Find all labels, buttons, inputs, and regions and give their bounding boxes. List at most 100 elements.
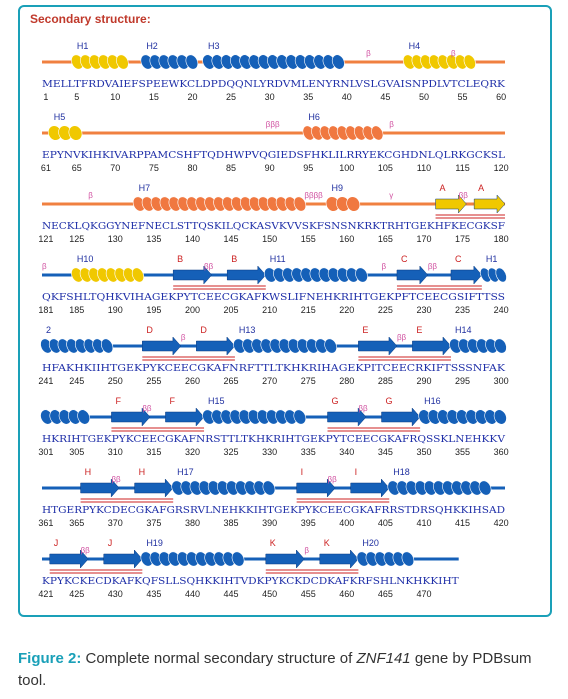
- helix-turn: [401, 551, 415, 567]
- strand-arrow: [396, 265, 429, 285]
- gene-name: ZNF141: [356, 650, 411, 667]
- residue-number: 45: [380, 92, 390, 102]
- strand-label: E: [416, 325, 422, 335]
- helix-turn: [262, 480, 276, 496]
- residue-number: 170: [416, 234, 431, 244]
- sequence-text: QKFSHLTQHKVIHAGEKPYTCEECGKAFKWSLIFNEHKRI…: [42, 292, 505, 303]
- residue-number: 421: [38, 589, 53, 599]
- residue-number: 205: [224, 305, 239, 315]
- residue-number: 105: [378, 163, 393, 173]
- residue-number: 345: [378, 447, 393, 457]
- helix-turn: [324, 338, 337, 354]
- strand-label: D: [200, 325, 207, 335]
- residue-number: 405: [378, 518, 393, 528]
- residue-number: 210: [262, 305, 277, 315]
- residue-number: 181: [38, 305, 53, 315]
- residue-number: 410: [416, 518, 431, 528]
- residue-number: 155: [301, 234, 316, 244]
- residue-number: 370: [108, 518, 123, 528]
- strand-label: G: [332, 396, 339, 406]
- residue-number: 35: [303, 92, 313, 102]
- helix-turn: [116, 54, 129, 70]
- residue-number: 165: [378, 234, 393, 244]
- residue-number: 390: [262, 518, 277, 528]
- residue-number: 225: [378, 305, 393, 315]
- turn-marker: ββ: [142, 404, 152, 413]
- residue-number: 100: [339, 163, 354, 173]
- strand-arrow: [165, 407, 205, 427]
- residue-number: 280: [339, 376, 354, 386]
- residue-number: 250: [108, 376, 123, 386]
- caption-text-after: gene by PDBsum tool.: [18, 650, 532, 689]
- helix-label: H16: [424, 396, 441, 406]
- helix-label: H11: [270, 254, 286, 264]
- strand-label: G: [386, 396, 393, 406]
- residue-number: 10: [110, 92, 120, 102]
- residue-number: 320: [185, 447, 200, 457]
- residue-number: 260: [185, 376, 200, 386]
- residue-number: 115: [455, 163, 469, 173]
- residue-number: 1: [43, 92, 48, 102]
- residue-number: 90: [265, 163, 275, 173]
- strand-arrow: [103, 549, 143, 569]
- secondary-structure-diagram: H1 H2 H3 H4β βMELLTFRDVAIEFSPEEWKCLDPDQQNLYR…: [38, 41, 509, 599]
- strand-label: H: [85, 467, 92, 477]
- strand-label: J: [108, 538, 113, 548]
- turn-marker: βββ: [266, 120, 280, 129]
- residue-number: 200: [185, 305, 200, 315]
- figure-label: Figure 2:: [18, 650, 82, 667]
- structure-row: H10 B B H11 C C H1β ββ β ββQKFSHLTQHKVIHAGEKPYTCE…: [38, 254, 508, 315]
- strand-arrow: [327, 407, 367, 427]
- strand-arrow: [450, 265, 483, 285]
- strand-label: F: [115, 396, 121, 406]
- helix-turn: [494, 338, 507, 354]
- residue-number: 365: [69, 518, 84, 528]
- strand-arrow: [142, 336, 182, 356]
- residue-number: 290: [416, 376, 431, 386]
- residue-number: 140: [185, 234, 200, 244]
- helix-turn: [231, 551, 245, 567]
- strand-arrow: [435, 194, 467, 214]
- helix-label: H4: [409, 41, 421, 51]
- strand-label: B: [177, 254, 183, 264]
- helix-turn: [493, 409, 507, 425]
- helix-label: H5: [54, 112, 66, 122]
- residue-number: 230: [416, 305, 431, 315]
- residue-number: 450: [262, 589, 277, 599]
- sequence-text: KPYKCKECDKAFKQFSLLSQHKKIHTVDKPYKCKDCDKAF…: [42, 576, 460, 587]
- residue-number: 50: [419, 92, 429, 102]
- helix-label: H7: [139, 183, 151, 193]
- helix-turn: [185, 54, 199, 70]
- coil-line: [42, 557, 459, 561]
- residue-number: 240: [494, 305, 509, 315]
- helix-label: H15: [208, 396, 225, 406]
- strand-label: K: [270, 538, 276, 548]
- helix-label: H20: [362, 538, 379, 548]
- strand-label: A: [440, 183, 446, 193]
- residue-number: 430: [108, 589, 123, 599]
- helix-turn: [77, 409, 91, 425]
- turn-marker: β: [382, 262, 387, 271]
- strand-arrow: [226, 265, 267, 285]
- strand-arrow: [473, 194, 506, 214]
- structure-row: F F H15 G G H16 ββ ββ HKRIHTGEKPYKCEECGKAFNRSTTL…: [38, 396, 508, 457]
- turn-marker: β: [366, 49, 371, 58]
- residue-number: 65: [72, 163, 82, 173]
- helix-turn: [293, 196, 307, 212]
- residue-number: 270: [262, 376, 277, 386]
- helix-label: H1: [486, 254, 498, 264]
- helix-label: 2: [46, 325, 51, 335]
- residue-number: 385: [224, 518, 239, 528]
- residue-number: 350: [416, 447, 431, 457]
- strand-arrow: [412, 336, 452, 356]
- residue-number: 40: [342, 92, 352, 102]
- residue-number: 265: [224, 376, 239, 386]
- diagram-heading: Secondary structure:: [30, 12, 151, 26]
- residue-number: 80: [187, 163, 197, 173]
- residue-number: 121: [38, 234, 53, 244]
- residue-number: 360: [494, 447, 509, 457]
- helix-turn: [68, 125, 83, 141]
- residue-number: 435: [146, 589, 161, 599]
